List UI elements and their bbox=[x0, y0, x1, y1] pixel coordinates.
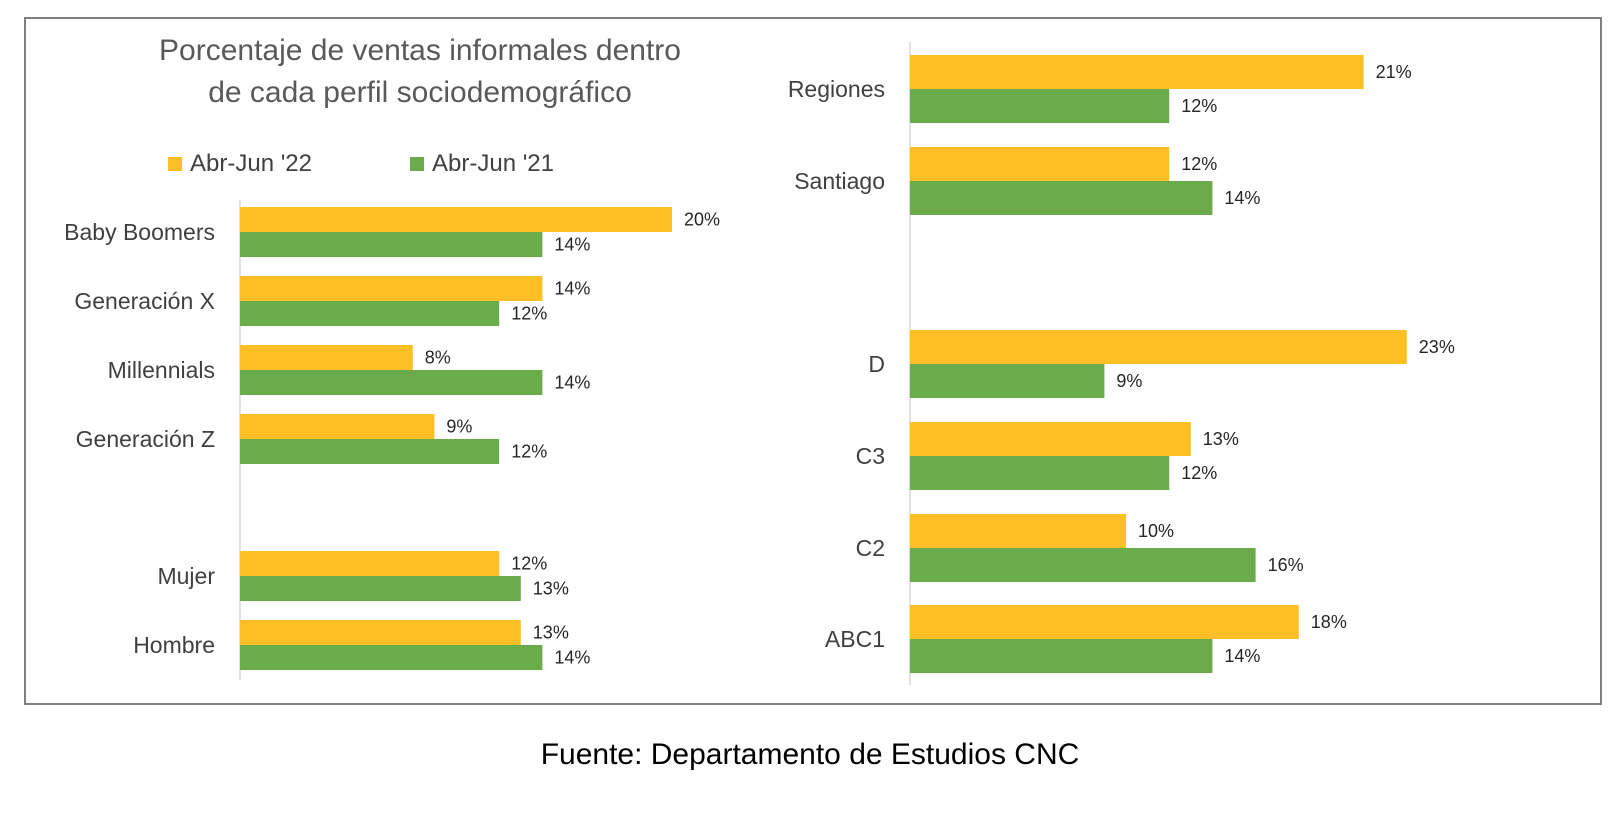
panel-right-bar-series-1 bbox=[910, 422, 1191, 456]
panel-left-data-label-series-2: 12% bbox=[511, 442, 547, 462]
panel-right-data-label-series-2: 12% bbox=[1181, 463, 1217, 483]
panel-left-data-label-series-1: 20% bbox=[684, 210, 720, 230]
panel-left-bar-series-2 bbox=[240, 645, 543, 670]
legend-swatch-series-1 bbox=[168, 157, 182, 171]
chart-title: Porcentaje de ventas informales dentro d… bbox=[60, 30, 780, 114]
panel-left-category-label: Hombre bbox=[133, 632, 215, 658]
panel-left-data-label-series-1: 8% bbox=[425, 348, 451, 368]
panel-right-category-label: C2 bbox=[856, 535, 885, 561]
panel-right-bar-series-1 bbox=[910, 514, 1126, 548]
panel-right-data-label-series-2: 12% bbox=[1181, 96, 1217, 116]
panel-left-bar-series-1 bbox=[240, 414, 435, 439]
panel-left-data-label-series-1: 14% bbox=[554, 279, 590, 299]
panel-left-data-label-series-1: 13% bbox=[533, 623, 569, 643]
panel-right-category-label: ABC1 bbox=[825, 626, 885, 652]
panel-left-category-label: Millennials bbox=[108, 357, 215, 383]
panel-left-category-label: Baby Boomers bbox=[64, 219, 215, 245]
panel-left-category-label: Generación Z bbox=[76, 426, 215, 452]
panel-left-data-label-series-2: 13% bbox=[533, 579, 569, 599]
panel-left-bar-series-1 bbox=[240, 345, 413, 370]
panel-right-data-label-series-1: 10% bbox=[1138, 521, 1174, 541]
chart-title-line-2: de cada perfil sociodemográfico bbox=[208, 76, 632, 109]
panel-right-data-label-series-1: 18% bbox=[1311, 612, 1347, 632]
legend-label-series-1: Abr-Jun '22 bbox=[190, 150, 312, 177]
panel-right-data-label-series-1: 12% bbox=[1181, 154, 1217, 174]
panel-right-bar-series-1 bbox=[910, 605, 1299, 639]
panel-left-bar-series-1 bbox=[240, 551, 500, 576]
panel-left-data-label-series-2: 14% bbox=[554, 648, 590, 668]
panel-left-bar-series-2 bbox=[240, 232, 543, 257]
panel-left-category-label: Generación X bbox=[74, 288, 215, 314]
panel-left-category-label: Mujer bbox=[157, 563, 215, 589]
panel-right-data-label-series-1: 21% bbox=[1376, 62, 1412, 82]
panel-right-category-label: Regiones bbox=[788, 76, 885, 102]
panel-right-bar-series-2 bbox=[910, 639, 1213, 673]
panel-left-data-label-series-2: 14% bbox=[554, 373, 590, 393]
panel-right-bar-series-1 bbox=[910, 147, 1170, 181]
panel-left-bar-series-2 bbox=[240, 301, 500, 326]
panel-left-bar-series-1 bbox=[240, 207, 672, 232]
panel-right-data-label-series-2: 14% bbox=[1224, 188, 1260, 208]
panel-right-data-label-series-2: 16% bbox=[1268, 555, 1304, 575]
panel-right-data-label-series-1: 23% bbox=[1419, 337, 1455, 357]
panel-left-data-label-series-1: 12% bbox=[511, 554, 547, 574]
panel-right-bar-series-2 bbox=[910, 456, 1170, 490]
panel-left-bar-series-2 bbox=[240, 439, 500, 464]
legend-label-series-2: Abr-Jun '21 bbox=[432, 150, 554, 177]
panel-left-data-label-series-1: 9% bbox=[446, 417, 472, 437]
panel-right-category-label: Santiago bbox=[794, 168, 885, 194]
panel-left-bar-series-2 bbox=[240, 370, 543, 395]
panel-right-bar-series-2 bbox=[910, 89, 1170, 123]
panel-left-bar-series-2 bbox=[240, 576, 521, 601]
legend-swatch-series-2 bbox=[410, 157, 424, 171]
panel-left-data-label-series-2: 12% bbox=[511, 304, 547, 324]
panel-right-data-label-series-2: 9% bbox=[1116, 371, 1142, 391]
panel-right-bar-series-2 bbox=[910, 364, 1105, 398]
source-note: Fuente: Departamento de Estudios CNC bbox=[540, 738, 1080, 771]
panel-right-category-label: D bbox=[868, 351, 885, 377]
panel-right-data-label-series-1: 13% bbox=[1203, 429, 1239, 449]
panel-right-bar-series-2 bbox=[910, 181, 1213, 215]
panel-right-category-label: C3 bbox=[856, 443, 885, 469]
panel-right-bar-series-2 bbox=[910, 548, 1256, 582]
panel-left-bar-series-1 bbox=[240, 276, 543, 301]
panel-right-bar-series-1 bbox=[910, 55, 1364, 89]
chart-title-line-1: Porcentaje de ventas informales dentro bbox=[159, 34, 681, 67]
panel-left-data-label-series-2: 14% bbox=[554, 235, 590, 255]
panel-right-bar-series-1 bbox=[910, 330, 1407, 364]
legend-item-series-1: Abr-Jun '22 bbox=[168, 150, 312, 178]
panel-right-data-label-series-2: 14% bbox=[1224, 646, 1260, 666]
legend-item-series-2: Abr-Jun '21 bbox=[410, 150, 554, 178]
panel-left-bar-series-1 bbox=[240, 620, 521, 645]
